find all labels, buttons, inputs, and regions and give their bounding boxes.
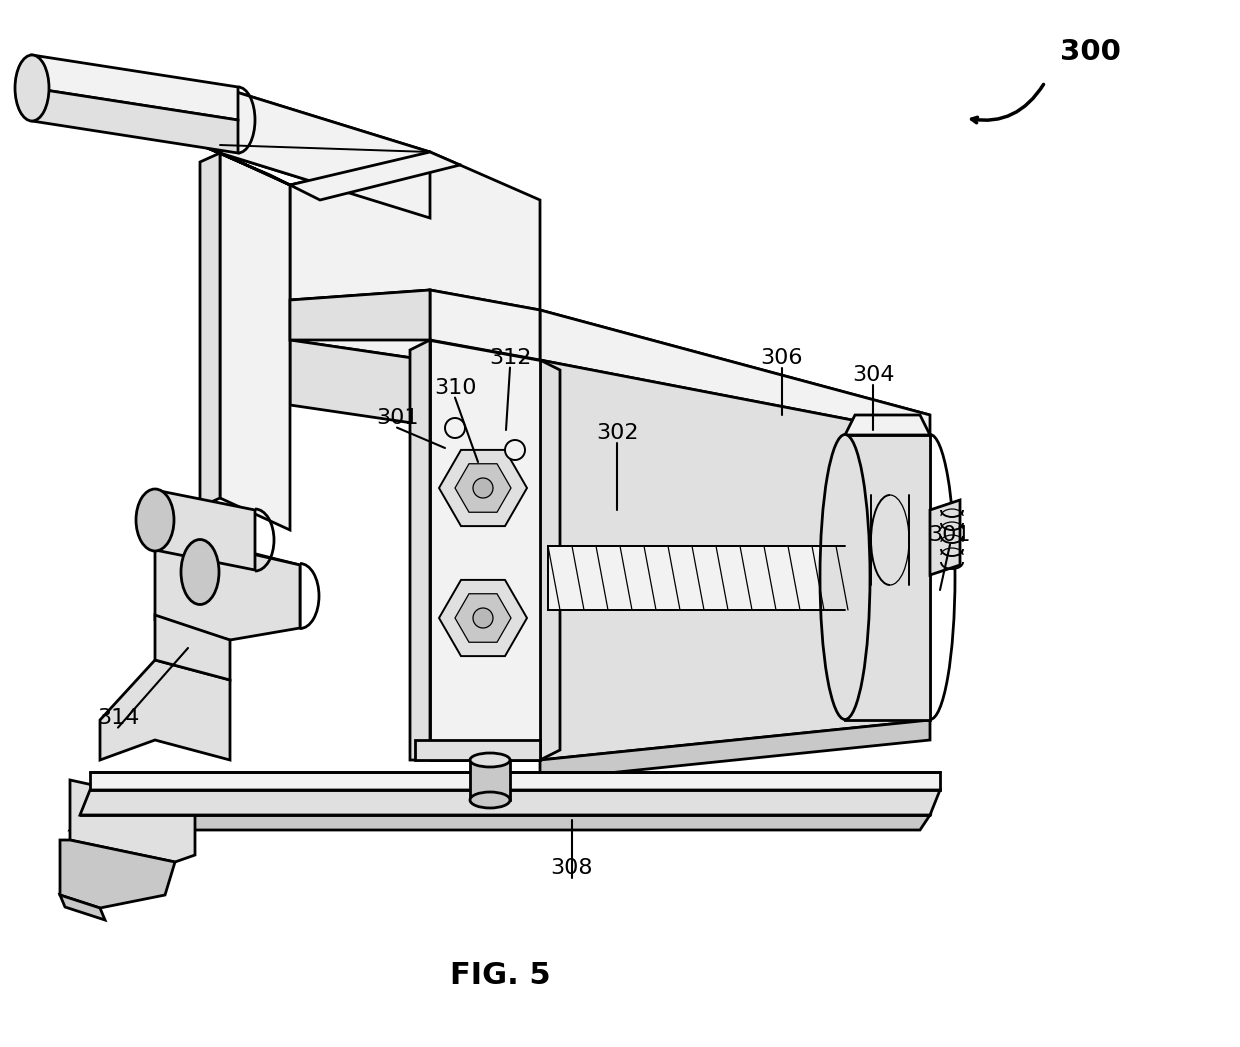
Polygon shape	[844, 435, 930, 720]
Polygon shape	[60, 895, 105, 920]
Polygon shape	[415, 740, 539, 760]
Polygon shape	[439, 580, 527, 656]
Polygon shape	[219, 153, 290, 530]
Polygon shape	[539, 720, 930, 780]
Polygon shape	[539, 310, 930, 435]
Polygon shape	[455, 464, 511, 512]
Ellipse shape	[472, 608, 494, 628]
Ellipse shape	[181, 539, 219, 604]
Text: FIG. 5: FIG. 5	[450, 960, 551, 989]
Polygon shape	[439, 450, 527, 526]
Ellipse shape	[505, 440, 525, 460]
Text: 308: 308	[551, 857, 593, 878]
Polygon shape	[430, 340, 539, 760]
Polygon shape	[69, 780, 195, 862]
Polygon shape	[539, 310, 930, 415]
Text: 306: 306	[761, 348, 804, 367]
Polygon shape	[200, 144, 290, 185]
Ellipse shape	[445, 418, 465, 438]
Text: 304: 304	[852, 365, 894, 385]
Polygon shape	[100, 660, 229, 760]
Polygon shape	[219, 87, 430, 218]
Text: 312: 312	[489, 348, 531, 367]
Ellipse shape	[470, 753, 510, 767]
Polygon shape	[539, 360, 930, 760]
Polygon shape	[200, 540, 300, 628]
Polygon shape	[155, 615, 229, 680]
Polygon shape	[539, 360, 930, 435]
Polygon shape	[548, 545, 844, 610]
Text: 314: 314	[97, 708, 139, 728]
Polygon shape	[930, 500, 960, 575]
Text: 301: 301	[376, 408, 418, 428]
Ellipse shape	[15, 55, 50, 121]
Ellipse shape	[820, 435, 870, 719]
Polygon shape	[32, 88, 238, 153]
Polygon shape	[155, 490, 255, 570]
Ellipse shape	[470, 792, 510, 808]
Polygon shape	[91, 772, 940, 790]
Polygon shape	[290, 290, 430, 340]
Polygon shape	[470, 760, 510, 800]
Text: 300: 300	[1059, 38, 1121, 66]
Polygon shape	[290, 152, 539, 310]
Polygon shape	[290, 340, 460, 430]
Polygon shape	[430, 290, 539, 360]
Polygon shape	[455, 594, 511, 642]
Polygon shape	[290, 152, 460, 200]
Text: 301: 301	[929, 525, 971, 545]
Ellipse shape	[472, 478, 494, 498]
Polygon shape	[69, 815, 930, 830]
Text: 302: 302	[595, 423, 639, 443]
Polygon shape	[155, 542, 300, 640]
Ellipse shape	[136, 489, 174, 551]
Polygon shape	[844, 415, 930, 435]
Polygon shape	[32, 55, 238, 120]
Polygon shape	[60, 840, 175, 908]
Polygon shape	[539, 360, 560, 760]
Polygon shape	[219, 87, 430, 218]
Text: 310: 310	[434, 378, 476, 398]
Polygon shape	[290, 165, 460, 365]
Polygon shape	[81, 790, 940, 815]
Polygon shape	[200, 153, 219, 507]
Polygon shape	[410, 340, 430, 760]
